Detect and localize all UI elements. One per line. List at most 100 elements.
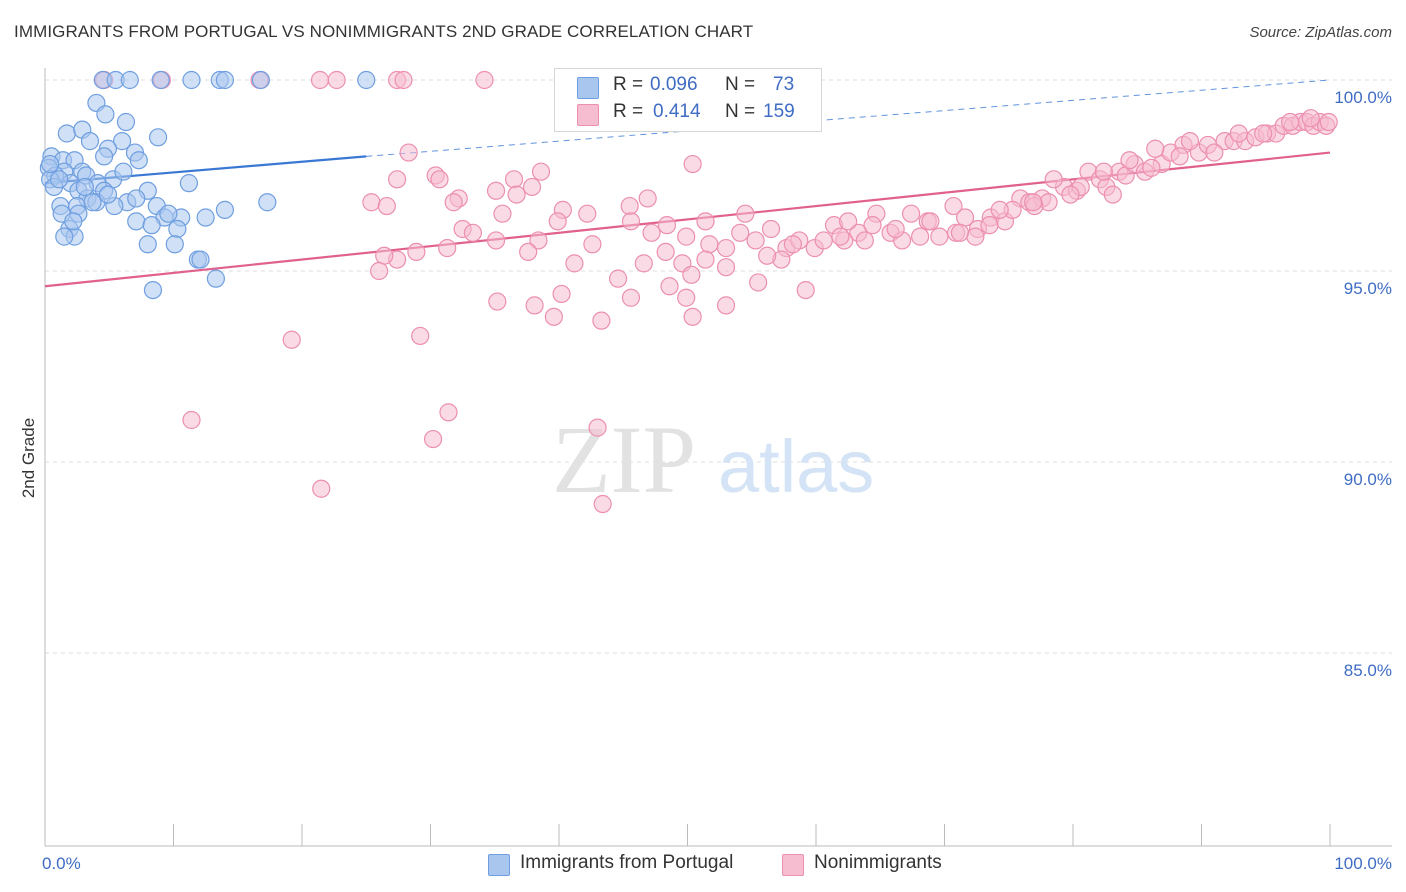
nonimmigrants-point xyxy=(439,403,458,422)
y-tick-label: 100.0% xyxy=(1334,88,1392,107)
y-tick-label: 90.0% xyxy=(1344,470,1392,489)
nonimmigrants-point xyxy=(522,177,542,197)
data-points xyxy=(39,70,1338,514)
nonimmigrants-point xyxy=(327,70,346,90)
nonimmigrants-point xyxy=(1103,185,1122,204)
nonimmigrants-point xyxy=(488,292,507,311)
x-tick-label: 100.0% xyxy=(1334,854,1392,873)
immigrants-point xyxy=(41,154,60,174)
nonimmigrants-point xyxy=(621,288,641,307)
nonimmigrants-point xyxy=(1319,112,1338,132)
immigrants-point xyxy=(129,151,148,170)
nonimmigrants-point xyxy=(362,193,381,212)
nonimmigrants-point xyxy=(438,238,457,258)
nonimmigrants-point xyxy=(660,277,679,296)
nonimmigrants-point xyxy=(423,429,443,449)
nonimmigrants-point xyxy=(444,193,463,212)
nonimmigrants-point xyxy=(657,216,677,235)
nonimmigrants-point xyxy=(507,185,526,204)
bottom-legend-swatch-immigrants xyxy=(488,854,510,876)
legend-n-value-1: 73 xyxy=(773,74,795,95)
nonimmigrants-point xyxy=(696,212,715,231)
immigrants-point xyxy=(251,70,270,90)
nonimmigrants-point xyxy=(716,258,736,277)
immigrants-trend-extension xyxy=(366,79,1331,157)
immigrants-point xyxy=(179,174,199,193)
nonimmigrants-point xyxy=(407,242,426,261)
nonimmigrants-point xyxy=(901,204,921,223)
nonimmigrants-point xyxy=(310,70,330,90)
legend-n-label-1: N = xyxy=(725,74,756,95)
nonimmigrants-point xyxy=(731,223,750,242)
nonimmigrants-point xyxy=(839,212,858,231)
legend: R = 0.096 N = 73 R = 0.414 N = 159 xyxy=(554,68,822,132)
nonimmigrants-point xyxy=(1229,124,1248,143)
immigrants-point xyxy=(64,212,83,231)
watermark: ZIP atlas xyxy=(552,406,874,513)
nonimmigrants-point xyxy=(886,219,905,239)
nonimmigrants-point xyxy=(394,70,413,90)
nonimmigrants-point xyxy=(519,242,538,261)
nonimmigrants-point xyxy=(486,181,506,200)
nonimmigrants-point xyxy=(656,242,675,261)
nonimmigrants-point xyxy=(399,143,418,162)
y-tick-label: 95.0% xyxy=(1344,279,1392,298)
bottom-legend-label-nonimmigrants: Nonimmigrants xyxy=(814,852,942,873)
nonimmigrants-point xyxy=(1044,170,1063,189)
nonimmigrants-point xyxy=(387,170,407,189)
chart-source: Source: ZipAtlas.com xyxy=(1249,24,1392,41)
nonimmigrants-point xyxy=(609,269,628,288)
immigrants-point xyxy=(55,227,74,246)
nonimmigrants-point xyxy=(1120,151,1139,170)
nonimmigrants-point xyxy=(552,284,571,304)
nonimmigrants-point xyxy=(411,326,430,346)
immigrants-point xyxy=(75,177,94,197)
tick-labels: 100.0% 95.0% 90.0% 85.0% 0.0% 100.0% xyxy=(42,88,1392,873)
immigrants-point xyxy=(116,112,136,132)
immigrants-point xyxy=(357,70,376,90)
immigrants-point xyxy=(127,189,146,208)
nonimmigrants-point xyxy=(700,235,719,254)
legend-swatch-immigrants xyxy=(577,77,599,99)
nonimmigrants-point xyxy=(990,200,1009,219)
nonimmigrants-point xyxy=(377,196,396,216)
immigrants-point xyxy=(159,204,178,223)
immigrants-point xyxy=(138,235,157,254)
immigrants-point xyxy=(182,70,201,90)
nonimmigrants-point xyxy=(1024,193,1043,212)
immigrants-point xyxy=(215,70,234,90)
nonimmigrants-point xyxy=(683,154,702,174)
nonimmigrants-point xyxy=(944,196,963,216)
nonimmigrants-point xyxy=(544,307,563,326)
nonimmigrants-point xyxy=(531,162,551,181)
immigrants-point xyxy=(98,185,118,204)
immigrants-point xyxy=(165,235,184,254)
nonimmigrants-point xyxy=(370,261,389,281)
nonimmigrants-point xyxy=(1170,147,1189,166)
legend-r-value-1: 0.096 xyxy=(650,74,698,95)
immigrants-point xyxy=(168,219,187,239)
nonimmigrants-point xyxy=(950,223,970,242)
y-axis-title: 2nd Grade xyxy=(19,418,38,498)
nonimmigrants-point xyxy=(486,231,506,250)
nonimmigrants-point xyxy=(548,212,567,231)
nonimmigrants-point xyxy=(621,212,641,231)
nonimmigrants-point xyxy=(1061,185,1080,204)
nonimmigrants-point xyxy=(796,281,815,300)
nonimmigrants-point xyxy=(642,223,661,242)
nonimmigrants-point xyxy=(761,219,781,239)
immigrants-point xyxy=(96,105,115,124)
nonimmigrants-point xyxy=(620,196,639,216)
nonimmigrants-point xyxy=(634,254,653,273)
nonimmigrants-point xyxy=(1254,124,1273,143)
nonimmigrants-point xyxy=(682,265,701,284)
nonimmigrants-point xyxy=(1205,143,1224,162)
nonimmigrants-point xyxy=(930,227,949,246)
nonimmigrants-point xyxy=(783,235,802,254)
nonimmigrants-point xyxy=(921,212,940,231)
nonimmigrants-point xyxy=(282,330,301,349)
nonimmigrants-point xyxy=(677,288,696,307)
immigrants-point xyxy=(143,281,163,300)
nonimmigrants-point xyxy=(583,235,602,254)
